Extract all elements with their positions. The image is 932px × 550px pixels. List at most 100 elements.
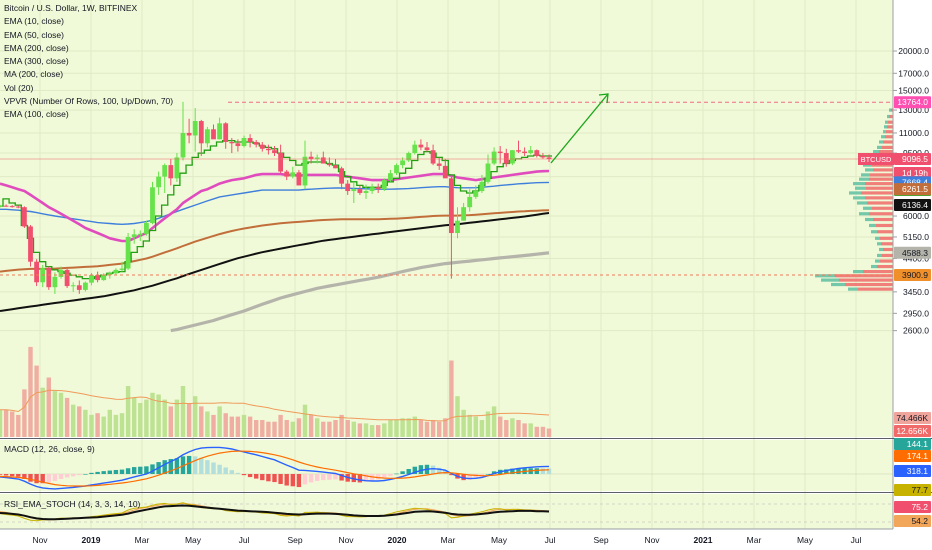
candle-body <box>205 129 210 144</box>
volume-bar <box>540 426 546 437</box>
time-tick-label: Mar <box>441 535 456 545</box>
macd-histogram-bar <box>241 474 247 476</box>
legend-ema100[interactable]: EMA (100, close) <box>4 109 69 120</box>
macd-indicator <box>0 446 893 490</box>
legend-vol[interactable]: Vol (20) <box>4 82 34 93</box>
macd-histogram-bar <box>473 474 478 479</box>
macd-histogram-bar <box>296 474 302 488</box>
volume-bar <box>333 420 338 437</box>
legend-ema10[interactable]: EMA (10, close) <box>4 16 64 27</box>
vpvr-bar-up <box>855 186 866 190</box>
macd-legend[interactable]: MACD (12, 26, close, 9) <box>4 444 95 454</box>
volume-bar <box>125 386 131 437</box>
macd-histogram-bar <box>485 474 491 475</box>
volume-bar <box>406 418 411 437</box>
candle-body <box>58 269 64 277</box>
vpvr-bar-down <box>863 270 893 274</box>
macd-histogram-bar <box>394 473 399 475</box>
macd-histogram-bar <box>150 464 155 474</box>
volume-bar <box>321 421 326 437</box>
volume-bar <box>199 406 204 437</box>
macd-histogram-bar <box>168 459 173 474</box>
vpvr-bar-down <box>861 191 893 195</box>
volume-bar <box>284 420 289 437</box>
macd-histogram-bar <box>321 474 326 481</box>
macd-histogram-bar <box>491 471 497 474</box>
vpvr-bar-down <box>881 242 893 246</box>
ema300-label-bg <box>894 198 931 211</box>
price-tick-label: 2950.0 <box>903 308 929 318</box>
volume-bar <box>180 386 186 437</box>
rsi-pane[interactable] <box>0 494 893 529</box>
macd-histogram-bar <box>302 474 308 485</box>
macd-histogram-bar <box>174 458 180 474</box>
vpvr-bar-down <box>879 150 893 154</box>
vpvr-bar-up <box>871 230 877 234</box>
candle-body <box>339 168 344 184</box>
volume-bar <box>412 416 417 437</box>
volume-bar <box>296 418 302 437</box>
volume-bar <box>278 414 283 437</box>
candle-body <box>101 275 107 281</box>
candle-body <box>351 189 357 192</box>
macd-histogram-bar <box>516 468 521 474</box>
candle-body <box>180 132 186 158</box>
symbol-title[interactable]: Bitcoin / U.S. Dollar, 1W, BITFINEX <box>4 3 138 13</box>
volume-bar <box>16 414 21 437</box>
time-tick-label: Jul <box>545 535 556 545</box>
macd-histogram-bar <box>363 474 369 482</box>
vpvr-bar-down <box>880 236 893 240</box>
volume-bar <box>510 418 515 437</box>
macd-histogram-bar <box>430 465 436 474</box>
candle-body <box>430 150 436 164</box>
volume-bar <box>0 409 3 437</box>
vpvr-bar-down <box>885 135 893 139</box>
legend-ema300[interactable]: EMA (300, close) <box>4 56 69 67</box>
target-price-label: 13764.0 <box>897 97 928 107</box>
vpvr-bar-down <box>867 201 893 205</box>
candle-body <box>144 223 149 234</box>
vpvr-bar-down <box>886 130 893 134</box>
vpvr-bar-up <box>889 108 891 112</box>
candle-body <box>259 144 265 149</box>
macd-pane[interactable] <box>0 440 893 491</box>
candle-body <box>247 138 253 142</box>
price-tick-label: 15000.0 <box>898 85 929 95</box>
countdown-label: 1d 19h <box>902 168 928 178</box>
volume-bar <box>430 420 436 437</box>
vpvr-bar-down <box>865 196 893 200</box>
price-tick-label: 3450.0 <box>903 287 929 297</box>
vpvr-bar-up <box>815 274 835 278</box>
candle-body <box>3 205 9 207</box>
rsi-legend[interactable]: RSI_EMA_STOCH (14, 3, 3, 14, 10) <box>4 499 141 509</box>
macd-histogram-bar <box>28 474 33 482</box>
poc-label-bg <box>894 269 931 282</box>
volume-bar <box>254 420 259 437</box>
macd-histogram-bar <box>290 474 295 487</box>
legend-ema200[interactable]: EMA (200, close) <box>4 42 69 53</box>
target-price-label-bg <box>894 96 931 109</box>
macd-histogram-bar <box>89 472 94 474</box>
vpvr-bar-up <box>857 201 867 205</box>
candle-body <box>235 143 241 147</box>
macd-value-label-bg <box>894 465 931 477</box>
candle-body <box>302 156 308 186</box>
ema100-label: 7668.4 <box>902 177 928 187</box>
volume-bar <box>28 346 33 437</box>
volume-bar <box>449 360 454 437</box>
candle-body <box>241 138 247 147</box>
legend-ma200[interactable]: MA (200, close) <box>4 69 64 80</box>
macd-histogram-bar <box>223 467 228 474</box>
series-line <box>0 181 550 226</box>
macd-histogram-bar <box>461 474 466 481</box>
legend-vpvr[interactable]: VPVR (Number Of Rows, 100, Up/Down, 70) <box>4 96 174 107</box>
volume-bar <box>107 409 112 437</box>
vpvr-bar-up <box>848 287 858 291</box>
macd-histogram-bar <box>247 474 253 478</box>
volume-bar <box>461 409 466 437</box>
legend-ema50[interactable]: EMA (50, close) <box>4 29 64 40</box>
volume-bar <box>369 425 375 437</box>
volume-bar <box>58 392 64 437</box>
macd-histogram-bar <box>315 474 320 481</box>
